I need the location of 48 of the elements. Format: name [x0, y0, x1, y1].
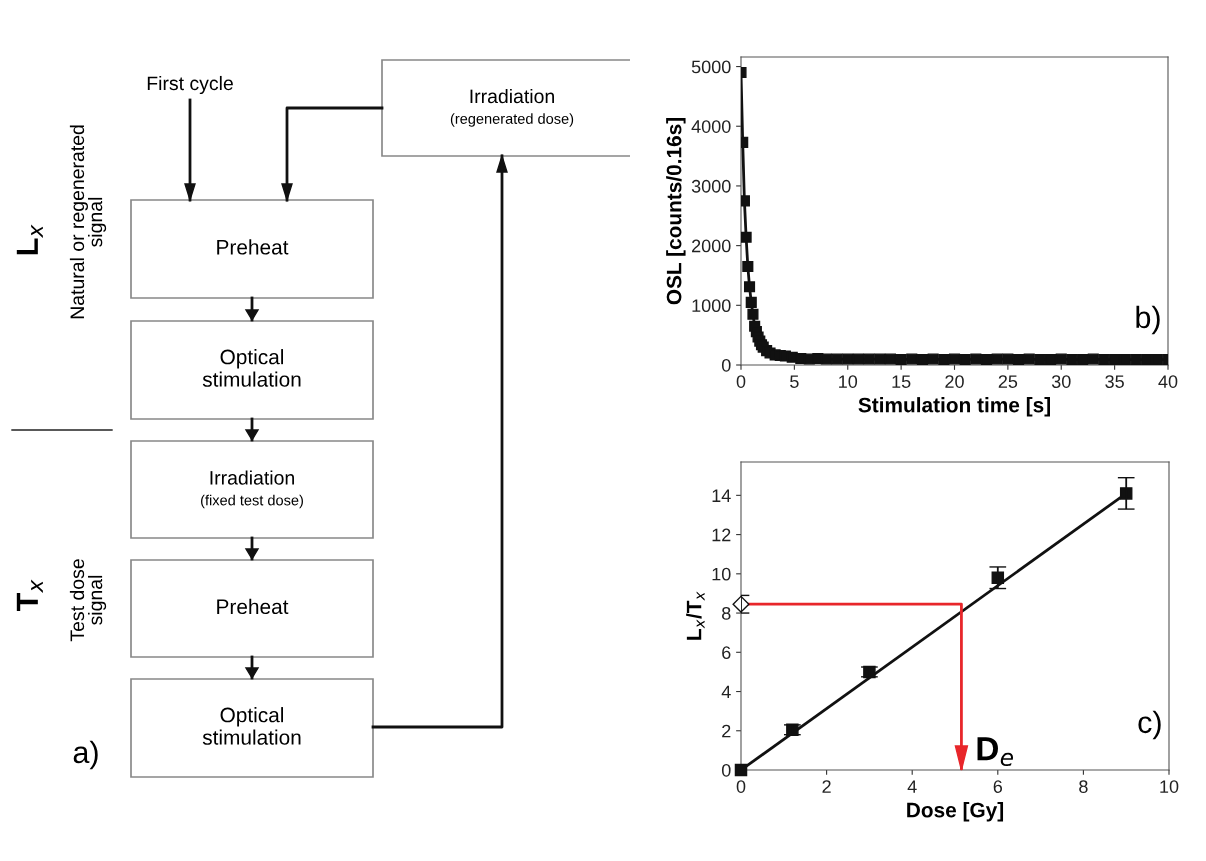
text: Preheat [217, 598, 289, 615]
text: Natural or regenerated signal [69, 125, 107, 319]
x-axis-title: Dose [Gy] [907, 802, 1004, 822]
x-tick-label: 35 [1105, 375, 1124, 388]
x-tick-label: 20 [945, 375, 964, 388]
y-axis-title: OSL [counts/0.16s] [666, 117, 686, 305]
annotation: D$_{e}$ [977, 737, 1014, 767]
y-tick-label: 4 [721, 685, 731, 699]
y-tick-label: 10 [712, 567, 731, 581]
text: Optical stimulation [202, 707, 301, 745]
text: Test dose signal [69, 559, 107, 642]
x-tick-label: 25 [998, 375, 1018, 388]
text: T$_{x}$ [16, 579, 43, 611]
y-tick-label: 6 [722, 646, 731, 660]
text: Optical stimulation [202, 349, 301, 387]
annotation: c) [1138, 710, 1161, 740]
y-tick-label: 14 [712, 489, 731, 502]
annotation: b) [1136, 305, 1160, 335]
text: Irradiation (fixed test dose) [201, 470, 303, 509]
text: Preheat [217, 239, 289, 255]
x-tick-label: 15 [892, 375, 911, 388]
y-tick-label: 1000 [692, 299, 731, 313]
text: First cycle [147, 75, 233, 95]
x-tick-label: 40 [1158, 375, 1178, 388]
y-tick-label: 0 [721, 763, 731, 777]
x-tick-label: 2 [822, 780, 831, 793]
y-tick-label: 3000 [691, 179, 731, 193]
x-tick-label: 5 [790, 375, 799, 388]
text: a) [73, 740, 98, 770]
text: L$_{x}$ [16, 224, 43, 255]
x-tick-label: 8 [1079, 780, 1088, 793]
x-tick-label: 30 [1051, 375, 1071, 388]
y-tick-label: 5000 [691, 60, 731, 74]
y-tick-label: 4000 [691, 120, 731, 133]
y-axis-title: L$_{x}$/T$_{x}$ [686, 591, 705, 640]
y-tick-label: 2000 [692, 239, 731, 253]
y-tick-label: 8 [722, 606, 731, 620]
x-tick-label: 0 [736, 780, 746, 793]
y-tick-label: 12 [712, 528, 731, 542]
y-tick-label: 0 [721, 358, 731, 372]
y-tick-label: 2 [722, 724, 731, 738]
text: Irradiation (regenerated dose) [450, 88, 574, 127]
x-tick-label: 0 [736, 375, 746, 388]
x-tick-label: 6 [993, 780, 1003, 793]
x-tick-label: 10 [839, 375, 858, 388]
x-axis-title: Stimulation time [s] [858, 397, 1050, 417]
x-tick-label: 4 [907, 780, 917, 793]
x-tick-label: 10 [1160, 780, 1179, 793]
